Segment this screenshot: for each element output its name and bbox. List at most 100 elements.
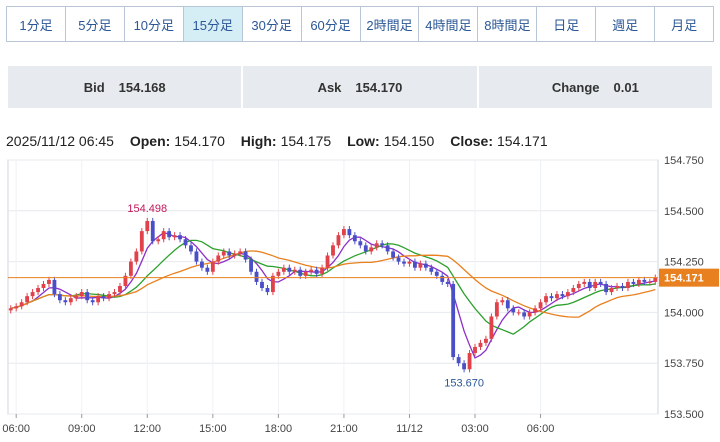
candle-body <box>336 235 341 246</box>
bid-label: Bid <box>83 79 105 95</box>
tab-10min[interactable]: 10分足 <box>123 6 184 42</box>
candle-body <box>8 308 13 311</box>
candle-body <box>555 294 559 299</box>
candle-body <box>418 263 423 268</box>
x-tick-label: 11/12 <box>396 423 423 435</box>
candle-body <box>90 300 95 303</box>
x-tick-label: 21:00 <box>330 423 358 435</box>
tab-monthly[interactable]: 月足 <box>654 6 715 42</box>
ask-label: Ask <box>317 79 342 95</box>
candle-body <box>123 275 128 286</box>
tab-weekly[interactable]: 週足 <box>595 6 656 42</box>
candle-body <box>609 288 614 293</box>
candle-body <box>314 269 319 274</box>
candle-body <box>96 296 101 303</box>
low-value: 154.150 <box>383 133 435 149</box>
candle-body <box>407 261 412 264</box>
candle-body <box>565 292 570 297</box>
candle-body <box>347 229 352 236</box>
candle-body <box>216 255 221 262</box>
candle-body <box>358 241 363 246</box>
x-tick-label: 06:00 <box>2 423 30 435</box>
candle-body <box>423 263 428 268</box>
candle-body <box>631 281 636 284</box>
x-tick-label: 03:00 <box>461 423 489 435</box>
tab-8hour[interactable]: 8時間足 <box>477 6 538 42</box>
candle-body <box>128 261 133 276</box>
tab-daily[interactable]: 日足 <box>536 6 597 42</box>
candle-body <box>544 296 548 303</box>
candle-body <box>587 281 592 289</box>
tab-30min[interactable]: 30分足 <box>241 6 302 42</box>
candle-body <box>276 271 281 276</box>
open-label: Open: <box>129 133 171 149</box>
candle-body <box>265 288 270 293</box>
plot-area <box>7 159 659 415</box>
change-value: 0.01 <box>613 79 639 95</box>
candle-body <box>598 281 603 284</box>
candle-body <box>271 275 275 293</box>
tab-15min[interactable]: 15分足 <box>182 6 243 42</box>
candle-body <box>363 245 368 252</box>
y-tick-label: 153.500 <box>664 409 704 421</box>
candle-body <box>85 292 90 301</box>
candle-body <box>156 239 161 242</box>
candle-body <box>615 285 619 289</box>
candle-body <box>342 229 346 236</box>
candle-body <box>478 342 483 347</box>
candle-body <box>647 281 652 283</box>
tab-2hour[interactable]: 2時間足 <box>359 6 420 42</box>
candle-body <box>549 296 554 299</box>
candle-body <box>533 308 538 313</box>
tab-1min[interactable]: 1分足 <box>6 6 66 42</box>
x-tick-label: 18:00 <box>265 423 293 435</box>
candle-body <box>112 292 117 295</box>
candle-body <box>451 283 456 358</box>
open-value: 154.170 <box>174 133 225 149</box>
candle-body <box>473 346 477 354</box>
tab-60min[interactable]: 60分足 <box>300 6 361 42</box>
candle-body <box>68 298 73 303</box>
change-label: Change <box>551 79 600 95</box>
candle-body <box>576 283 581 289</box>
ohlc-datetime: 2025/11/12 06:45 <box>6 133 114 149</box>
candle-body <box>139 231 144 252</box>
close-label: Close: <box>450 133 494 149</box>
candle-body <box>445 281 450 284</box>
price-chart[interactable]: 154.750 154.500 154.250 154.000 153.750 153.5… <box>0 150 720 442</box>
candle-body <box>582 281 587 284</box>
candle-body <box>642 279 647 282</box>
candle-body <box>429 267 434 272</box>
candle-body <box>325 255 330 268</box>
candle-body <box>522 312 527 317</box>
ma-long-line <box>10 250 656 318</box>
candle-body <box>52 279 57 295</box>
candle-body <box>505 300 510 309</box>
ask-value: 154.170 <box>355 79 403 95</box>
candle-body <box>145 220 150 232</box>
candle-body <box>560 294 565 297</box>
candle-body <box>19 302 24 307</box>
candle-body <box>303 271 308 276</box>
candle-body <box>352 235 357 242</box>
candle-body <box>626 281 630 289</box>
candle-body <box>653 277 658 282</box>
candle-body <box>167 231 172 238</box>
quote-bar: Bid 154.168 Ask 154.170 Change 0.01 <box>8 66 712 108</box>
candle-body <box>309 269 314 272</box>
candle-body <box>243 251 248 260</box>
candle-body <box>101 296 106 299</box>
x-tick-label: 09:00 <box>68 423 96 435</box>
candle-body <box>489 316 494 339</box>
candle-body <box>456 357 461 364</box>
ask-cell: Ask 154.170 <box>243 66 477 108</box>
candle-body <box>25 296 30 303</box>
candle-body <box>500 300 505 303</box>
change-cell: Change 0.01 <box>478 66 712 108</box>
tab-4hour[interactable]: 4時間足 <box>418 6 479 42</box>
candle-body <box>107 294 111 299</box>
candle-body <box>369 247 374 252</box>
tab-5min[interactable]: 5分足 <box>64 6 125 42</box>
candle-body <box>516 312 521 314</box>
ma-mid-line <box>10 239 656 335</box>
